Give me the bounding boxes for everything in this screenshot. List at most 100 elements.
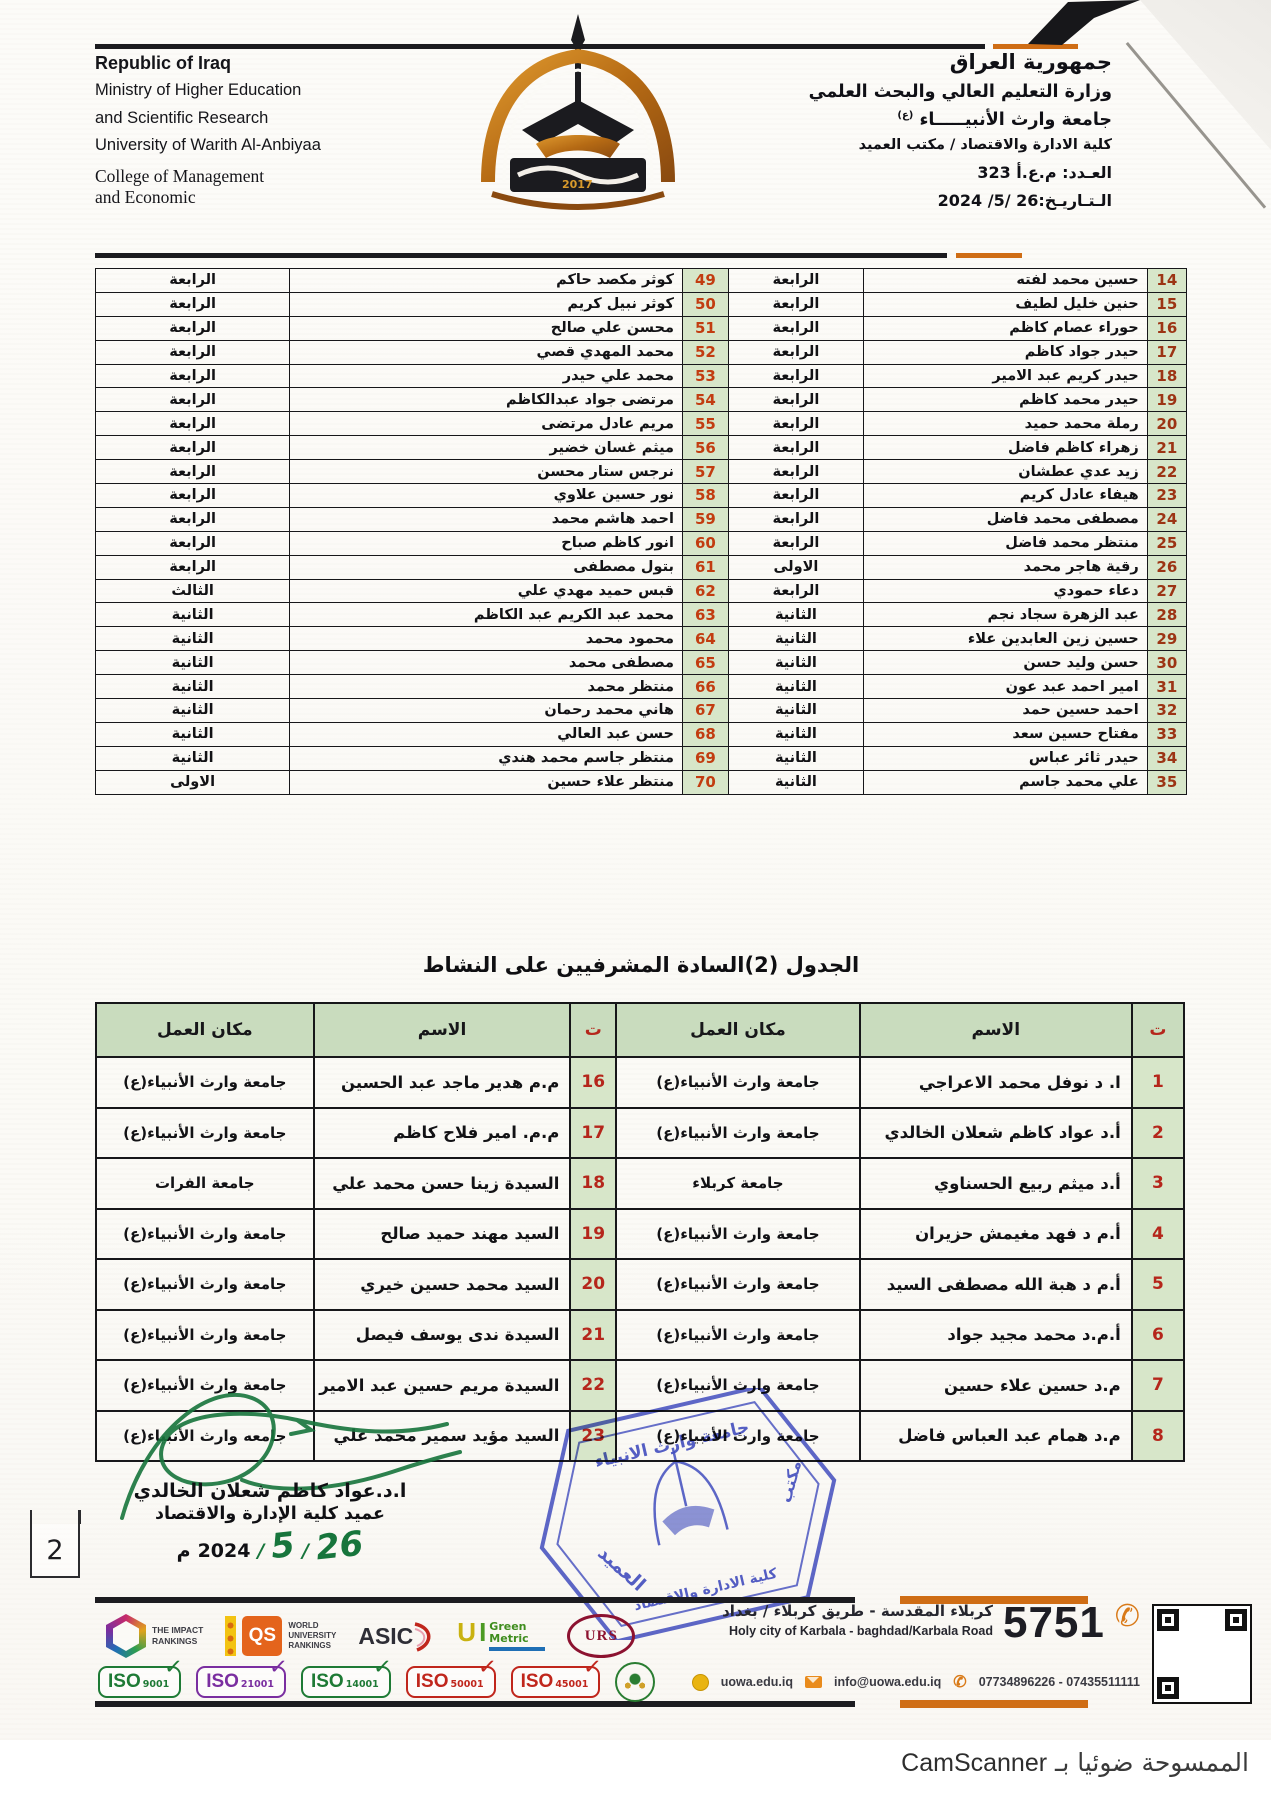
cell-stage2: الثانية — [94, 626, 291, 652]
top-rule-black — [95, 44, 985, 49]
cell-n2: 66 — [681, 674, 729, 700]
cell-stage2: الرابعة — [94, 459, 291, 485]
cell-name2: قبس حميد مهدي علي — [289, 578, 683, 604]
cell-stage1: الرابعة — [727, 506, 865, 532]
ministry-en-1: Ministry of Higher Education — [95, 81, 302, 99]
cell-name1: عبد الزهرة سجاد نجم — [863, 602, 1148, 628]
address-arabic: كربلاء المقدسة - طريق كربلاء / بغداد — [722, 1602, 993, 1620]
iso-checkmark-icon: ✓ — [372, 1654, 394, 1681]
table-row: 7 م.د حسين علاء حسين جامعة وارث الأنبياء(ع… — [95, 1359, 1186, 1412]
cell-n2: 22 — [569, 1359, 618, 1412]
table-row: 33 مفتاح حسين سعد الثانية 68 حسن عبد العالي ا… — [94, 721, 1188, 747]
qs-label-2: UNIVERSITY — [288, 1631, 337, 1640]
col-header-name-left: الاسم — [312, 1002, 572, 1058]
cell-stage1: الرابعة — [727, 483, 865, 508]
rankings-logos-row: THE IMPACT RANKINGS QS WORLD UNIVERSITY … — [106, 1612, 636, 1660]
cell-stage1: الرابعة — [727, 268, 865, 293]
cell-place1: جامعة وارث الأنبياء(ع) — [615, 1056, 861, 1109]
cell-stage2: الثانية — [94, 602, 291, 628]
ui-i-letter: I — [479, 1617, 487, 1648]
cell-stage1: الرابعة — [727, 578, 865, 604]
scan-ink-mark — [1028, 0, 1140, 45]
cell-stage2: الثانية — [94, 674, 291, 700]
honorific-mark: (ع) — [897, 110, 914, 122]
cell-stage1: الرابعة — [727, 363, 865, 389]
ministry-en-2: and Scientific Research — [95, 108, 269, 127]
cell-stage1: الرابعة — [727, 339, 865, 365]
table-row: 6 أ.م.د محمد مجيد جواد جامعة وارث الأنبياء… — [95, 1308, 1186, 1361]
dean-title: عميد كلية الإدارة والاقتصاد — [154, 1504, 385, 1524]
header-divider-black — [95, 253, 947, 258]
cell-n1: 22 — [1146, 459, 1188, 485]
cell-n2: 56 — [681, 435, 729, 461]
cell-place1: جامعة وارث الأنبياء(ع) — [615, 1207, 861, 1260]
students-table: 14 حسين محمد لفته الرابعة 49 كوثر مكصد حاكم ا… — [94, 268, 1188, 795]
urs-logo: URS — [567, 1614, 636, 1658]
cell-n2: 59 — [681, 506, 729, 532]
cell-stage2: الرابعة — [94, 268, 291, 293]
university-logo: 2017 — [481, 14, 675, 210]
document-date: الـتـاريـخ:26 /5/ 2024 — [937, 191, 1112, 210]
cell-stage2: الثانية — [94, 698, 291, 723]
cell-n2: 61 — [681, 554, 729, 580]
cell-name2: مصطفى محمد — [289, 650, 683, 676]
cell-stage1: الرابعة — [727, 411, 865, 437]
table-row: 27 دعاء حمودي الرابعة 62 قبس حميد مهدي علي ال… — [94, 578, 1188, 604]
impact-rankings-logo: THE IMPACT RANKINGS — [106, 1614, 203, 1658]
cell-stage2: الرابعة — [94, 339, 291, 365]
cell-place2: جامعة الفرات — [95, 1157, 315, 1210]
phone-icon: ✆ — [1114, 1599, 1140, 1634]
cell-name1: م.د همام عبد العباس فاضل — [858, 1409, 1133, 1462]
table-row: 4 أ.م د فهد مغيمش حزيران جامعة وارث الأنبي… — [95, 1207, 1186, 1260]
signature-date-line: م 2024 / 5 / 26 — [100, 1524, 440, 1569]
watermark-arabic-text: الممسوحة ضوئيا بـ — [1055, 1748, 1249, 1777]
cell-name2: هاني محمد رحمان — [289, 698, 683, 723]
cell-n2: 55 — [681, 411, 729, 437]
cell-n2: 50 — [681, 291, 729, 317]
iso-badge-45001: ISO 45001 ✓ — [510, 1654, 603, 1698]
cell-name1: حيدر محمد كاظم — [863, 387, 1148, 413]
footer-bottom-rule-black — [95, 1701, 855, 1707]
cell-name2: السيدة زينا حسن محمد علي — [312, 1157, 572, 1210]
college-en-1: College of Management — [95, 165, 265, 186]
handwritten-month: 5 — [269, 1524, 298, 1568]
iso-badge-14001: ISO 14001 ✓ — [300, 1654, 393, 1698]
top-rule-orange — [993, 44, 1078, 49]
cell-stage2: الرابعة — [94, 530, 291, 556]
cell-name1: أ.م د هبة الله مصطفى السيد — [858, 1258, 1133, 1311]
cell-name2: كوثر مكصد حاكم — [289, 268, 683, 293]
page-number: 2 — [29, 1510, 81, 1578]
signature-scribble — [120, 1392, 462, 1520]
date-suffix: م — [176, 1540, 191, 1562]
cell-name2: منتظر محمد — [289, 674, 683, 700]
col-header-seq-left: ت — [569, 1002, 618, 1058]
stamp-emblem — [653, 1447, 729, 1546]
ui-greenmetric-logo: U I Green Metric — [457, 1617, 546, 1651]
university-en: University of Warith Al-Anbiyaa — [95, 136, 321, 154]
qr-finder-topright — [1225, 1609, 1247, 1631]
cell-stage1: الثانية — [727, 769, 865, 795]
cell-n2: 58 — [681, 483, 729, 508]
cell-place2: جامعة وارث الأنبياء(ع) — [95, 1106, 315, 1159]
cell-n1: 23 — [1146, 483, 1188, 508]
cell-n1: 14 — [1146, 268, 1188, 293]
table-row: 35 علي محمد جاسم الثانية 70 منتظر علاء حسين ا… — [94, 769, 1188, 795]
logo-year-label: 2017 — [562, 178, 593, 191]
globe-icon — [691, 1673, 709, 1691]
cell-name2: محمد عبد الكريم عبد الكاظم — [289, 602, 683, 628]
iso-number: 45001 — [555, 1679, 589, 1690]
iso-word: ISO — [108, 1671, 141, 1692]
address-english: Holy city of Karbala - baghdad/Karbala R… — [729, 1624, 993, 1638]
cell-place2: جامعة وارث الأنبياء(ع) — [95, 1308, 315, 1361]
cell-stage1: الثانية — [727, 745, 865, 771]
iso-checkmark-icon: ✓ — [162, 1654, 184, 1681]
cell-place1: جامعة وارث الأنبياء(ع) — [615, 1308, 861, 1361]
table-row: 16 حوراء عصام كاظم الرابعة 51 محسن علي صالح ا… — [94, 315, 1188, 341]
cell-place1: جامعة وارث الأنبياء(ع) — [615, 1359, 861, 1412]
cell-stage2: الرابعة — [94, 291, 291, 317]
ministry-ar: وزارة التعليم العالي والبحث العلمي — [808, 82, 1112, 102]
date-year: 2024 — [197, 1540, 251, 1562]
table-row: 30 حسن وليد حسن الثانية 65 مصطفى محمد الثانية — [94, 650, 1188, 676]
table-row: 32 احمد حسين حمد الثانية 67 هاني محمد رحمان ا… — [94, 698, 1188, 723]
